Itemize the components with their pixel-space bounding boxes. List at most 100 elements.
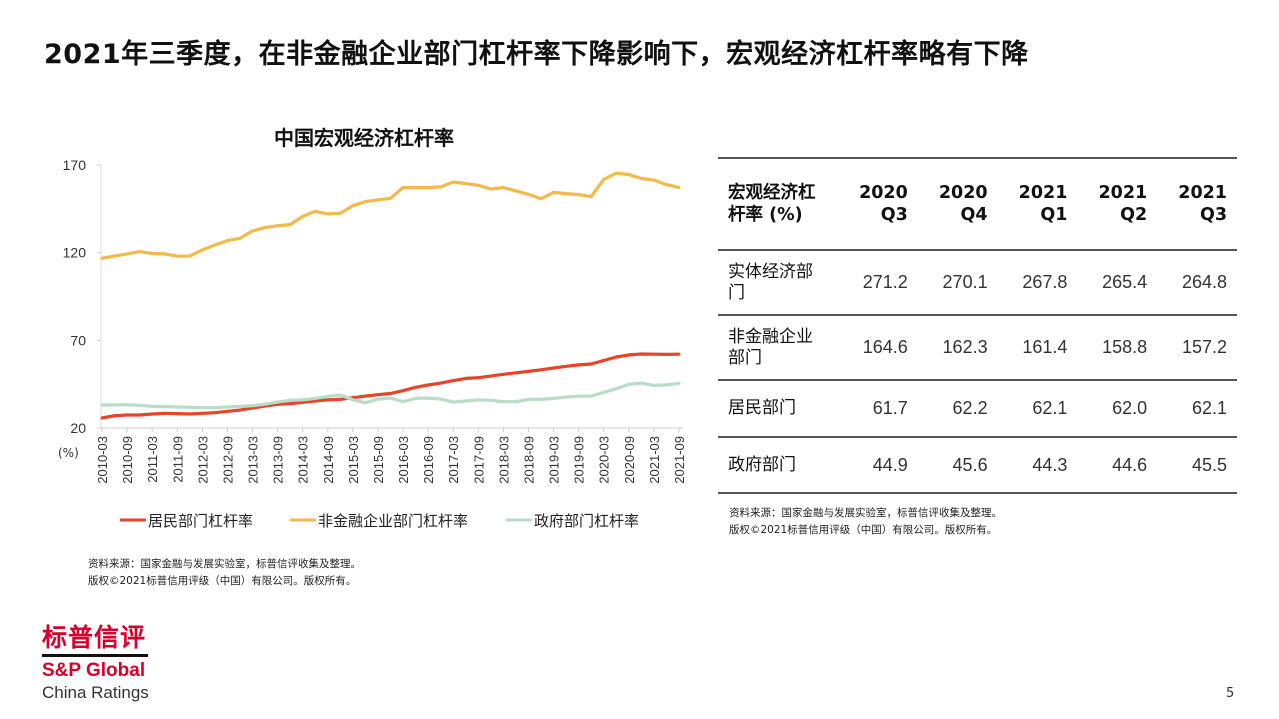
data-point	[225, 405, 229, 409]
row-label: 居民部门	[718, 380, 838, 438]
data-point	[501, 372, 505, 376]
x-tick-label: 2021-09	[672, 436, 687, 484]
logo-sub: China Ratings	[42, 683, 149, 702]
data-point	[138, 403, 142, 407]
data-point	[276, 400, 280, 404]
data-point	[138, 413, 142, 417]
data-point	[451, 180, 455, 184]
x-tick-label: 2018-09	[521, 436, 536, 484]
x-tick-label: 2011-03	[145, 436, 160, 483]
data-point	[125, 413, 129, 417]
legend-label: 政府部门杠杆率	[534, 512, 639, 530]
data-point	[326, 398, 330, 402]
data-point	[552, 396, 556, 400]
data-point	[614, 355, 618, 359]
data-point	[526, 192, 530, 196]
table-header-col: 2021 Q1	[997, 157, 1078, 251]
x-tick-label: 2015-09	[371, 436, 386, 484]
cell: 264.8	[1157, 250, 1237, 316]
x-tick-label: 2017-09	[471, 436, 486, 484]
data-point	[602, 390, 606, 394]
data-point	[163, 411, 167, 415]
table-header-col: 2020 Q3	[838, 157, 918, 251]
data-point	[301, 400, 305, 404]
data-point	[564, 395, 568, 399]
legend-label: 非金融企业部门杠杆率	[318, 512, 468, 530]
x-tick-label: 2015-03	[346, 436, 361, 484]
x-tick-label: 2017-03	[446, 436, 461, 484]
cell: 44.9	[838, 437, 918, 494]
data-point	[200, 248, 204, 252]
data-point	[677, 381, 681, 385]
x-tick-label: 2014-09	[321, 436, 336, 484]
data-point	[338, 211, 342, 215]
data-point	[238, 404, 242, 408]
data-point	[514, 400, 518, 404]
data-point	[351, 398, 355, 402]
data-point	[639, 177, 643, 181]
cell: 45.6	[917, 437, 998, 494]
data-point	[577, 363, 581, 367]
data-point	[627, 382, 631, 386]
data-point	[401, 186, 405, 190]
table-header-col: 2020 Q4	[917, 157, 998, 251]
data-point	[577, 193, 581, 197]
data-point	[514, 189, 518, 193]
data-point	[652, 178, 656, 182]
data-point	[426, 186, 430, 190]
data-point	[138, 250, 142, 254]
data-point	[426, 396, 430, 400]
data-point	[363, 200, 367, 204]
table-source-note: 资料来源：国家金融与发展实验室，标普信评收集及整理。 版权©2021标普信用评级…	[729, 505, 1002, 539]
table-row: 非金融企业部门 164.6 162.3 161.4 158.8 157.2	[718, 315, 1237, 381]
data-point	[188, 254, 192, 258]
row-label: 政府部门	[718, 437, 838, 494]
data-point	[414, 396, 418, 400]
data-point	[664, 383, 668, 387]
table-header-label: 宏观经济杠杆率 (%)	[718, 157, 838, 251]
x-tick-label: 2019-03	[547, 436, 562, 484]
logo-cn: 标普信评	[42, 623, 147, 652]
data-point	[389, 396, 392, 400]
data-point	[113, 254, 117, 258]
slide-title: 2021年三季度，在非金融企业部门杠杆率下降影响下，宏观经济杠杆率略有下降	[44, 39, 1029, 70]
cell: 44.6	[1077, 437, 1158, 494]
data-point	[639, 352, 643, 356]
data-point	[263, 226, 267, 230]
data-point	[552, 366, 556, 370]
x-tick-label: 2016-09	[421, 436, 436, 484]
cell: 157.2	[1157, 315, 1237, 381]
data-point	[464, 376, 468, 380]
data-point	[125, 403, 129, 407]
data-point	[439, 185, 443, 189]
data-point	[338, 393, 342, 397]
cell: 62.1	[997, 380, 1078, 438]
data-point	[351, 204, 355, 208]
data-point	[589, 195, 593, 199]
data-point	[414, 186, 418, 190]
data-point	[677, 185, 681, 189]
data-point	[489, 374, 493, 378]
data-point	[627, 353, 631, 357]
x-tick-label: 2013-03	[246, 436, 261, 484]
y-tick-label: 70	[70, 332, 86, 348]
data-point	[225, 239, 229, 243]
logo-divider	[42, 654, 148, 657]
cell: 45.5	[1157, 437, 1237, 494]
data-point	[414, 385, 418, 389]
data-point	[476, 183, 480, 187]
data-point	[326, 212, 330, 216]
data-point	[363, 401, 367, 405]
y-tick-label: 170	[63, 157, 87, 173]
table-row: 实体经济部门 271.2 270.1 267.8 265.4 264.8	[718, 250, 1237, 316]
data-point	[514, 371, 518, 375]
data-point	[652, 383, 656, 387]
logo-en: S&P Global	[42, 660, 146, 681]
data-point	[401, 400, 405, 404]
data-point	[338, 397, 342, 401]
data-point	[301, 215, 305, 219]
table-row: 居民部门 61.7 62.2 62.1 62.0 62.1	[718, 380, 1237, 438]
x-tick-label: 2020-03	[597, 436, 612, 484]
data-point	[389, 196, 392, 200]
data-point	[602, 177, 606, 181]
